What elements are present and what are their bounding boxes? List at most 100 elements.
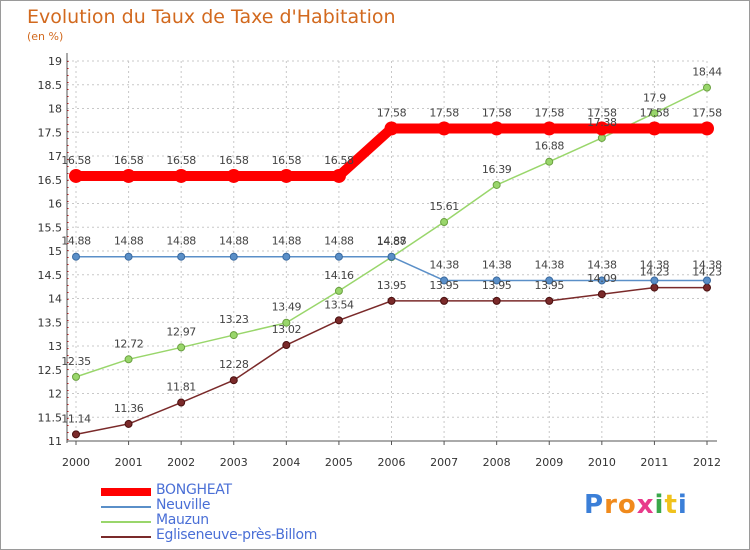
data-point [72, 252, 80, 261]
y-tick-label: 12.5 [38, 364, 63, 377]
data-point [229, 252, 238, 261]
data-label: 13.95 [482, 279, 512, 292]
data-label: 16.58 [114, 154, 144, 167]
data-label: 13.54 [324, 298, 354, 311]
y-tick-label: 12 [48, 388, 62, 401]
data-label: 11.81 [166, 381, 196, 394]
data-point [387, 296, 396, 305]
data-point [492, 180, 501, 189]
data-point [331, 168, 346, 183]
data-point [647, 121, 662, 136]
data-point [542, 121, 557, 136]
data-point [124, 355, 133, 364]
data-label: 14.09 [587, 272, 617, 285]
data-point [174, 168, 189, 183]
data-label: 13.02 [272, 323, 302, 336]
x-tick-label: 2004 [272, 456, 300, 469]
y-tick-label: 13 [48, 340, 62, 353]
y-tick-label: 11.5 [38, 411, 63, 424]
data-label: 14.16 [324, 269, 354, 282]
data-label: 12.35 [61, 355, 91, 368]
data-label: 17.9 [643, 91, 666, 104]
y-tick-label: 19 [48, 55, 62, 68]
data-point [226, 168, 241, 183]
data-point [492, 276, 501, 285]
legend-swatch-mauzun [101, 521, 151, 523]
logo-letter: t [664, 490, 678, 520]
legend-swatch-egliseneuve [101, 536, 151, 538]
data-label: 14.38 [692, 258, 722, 271]
data-point [282, 341, 291, 350]
logo-letter: P [584, 490, 605, 520]
data-label: 17.58 [535, 106, 565, 119]
data-point [545, 276, 554, 285]
data-label: 17.58 [482, 106, 512, 119]
data-label: 12.97 [166, 325, 196, 338]
x-tick-label: 2002 [167, 456, 195, 469]
data-point [177, 398, 186, 407]
logo-letter: i [677, 490, 688, 520]
data-label: 14.38 [482, 258, 512, 271]
data-label: 14.38 [429, 258, 459, 271]
data-point [650, 109, 659, 118]
x-tick-label: 2012 [693, 456, 721, 469]
data-label: 11.36 [114, 402, 144, 415]
y-tick-label: 17.5 [38, 126, 63, 139]
data-point [229, 376, 238, 385]
legend-label: BONGHEAT [156, 482, 232, 498]
y-tick-label: 14.5 [38, 269, 63, 282]
data-point [279, 168, 294, 183]
data-point [440, 296, 449, 305]
data-label: 14.23 [692, 266, 722, 279]
data-point [282, 252, 291, 261]
proxiti-logo: Proxiti [584, 490, 688, 520]
legend-label: Egliseneuve-près-Billom [156, 527, 318, 543]
logo-letter: x [636, 490, 655, 520]
data-point [124, 252, 133, 261]
data-point [124, 419, 133, 428]
y-tick-label: 11 [48, 435, 62, 448]
data-label: 14.88 [219, 235, 249, 248]
data-point [334, 252, 343, 261]
data-label: 17.58 [587, 106, 617, 119]
data-point [650, 283, 659, 292]
data-point [492, 296, 501, 305]
data-label: 16.58 [219, 154, 249, 167]
x-tick-label: 2011 [640, 456, 668, 469]
data-label: 14.88 [377, 235, 407, 248]
data-label: 13.49 [272, 301, 302, 314]
y-tick-label: 13.5 [38, 316, 63, 329]
data-point [282, 318, 291, 327]
data-point [440, 218, 449, 227]
x-tick-label: 2001 [115, 456, 143, 469]
data-point [334, 316, 343, 325]
data-label: 16.58 [324, 154, 354, 167]
data-point [703, 276, 711, 285]
chart-subtitle: (en %) [27, 30, 64, 43]
x-tick-label: 2007 [430, 456, 458, 469]
x-tick-label: 2005 [325, 456, 353, 469]
data-point [437, 121, 452, 136]
data-label: 14.38 [640, 258, 670, 271]
data-point [69, 168, 83, 183]
data-label: 14.88 [324, 235, 354, 248]
data-point [597, 276, 606, 285]
logo-letter: o [617, 490, 637, 520]
data-point [594, 121, 609, 136]
data-label: 11.14 [61, 412, 91, 425]
data-point [177, 343, 186, 352]
data-label: 18.44 [692, 66, 722, 79]
data-point [700, 121, 714, 136]
data-label: 17.38 [587, 116, 617, 129]
data-point [650, 276, 659, 285]
data-point [703, 83, 711, 92]
legend-label: Mauzun [156, 512, 209, 528]
data-label: 14.88 [272, 235, 302, 248]
data-point [177, 252, 186, 261]
data-label: 12.28 [219, 358, 249, 371]
y-tick-label: 16.5 [38, 174, 63, 187]
legend-label: Neuville [156, 497, 211, 513]
data-label: 16.58 [272, 154, 302, 167]
